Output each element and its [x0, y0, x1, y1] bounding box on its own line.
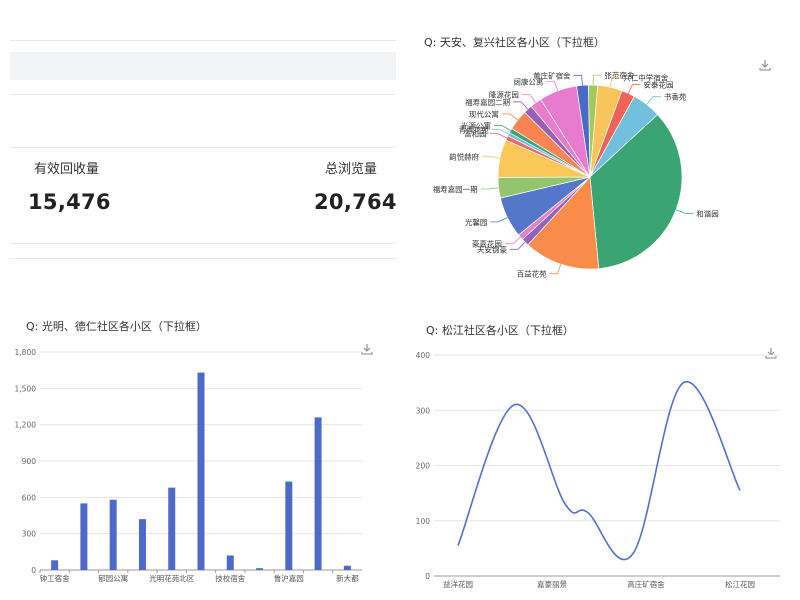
stat-label-views: 总浏览量	[325, 162, 378, 177]
bar	[168, 487, 176, 570]
pie-chart-panel: Q: 天安、复兴社区各小区（下拉框） 张范宿舍 兴仁中学宿舍 安泰花园书香苑和谐园百…	[400, 0, 800, 300]
stat-value-views: 20,764	[314, 190, 397, 214]
bar	[109, 499, 117, 570]
pie-label-line	[482, 155, 500, 159]
x-tick-label: 高庄矿宿舍	[627, 579, 665, 589]
x-tick-label: 鲁沪嘉园	[274, 573, 304, 583]
pie-label-line	[546, 81, 559, 91]
pie-label-line	[480, 187, 499, 190]
pie-slice-label: 福寿嘉园一期	[433, 184, 478, 194]
y-tick-label: 300	[416, 406, 431, 415]
pie-label-line	[627, 83, 641, 94]
stats-panel: 有效回收量 总浏览量 15,476 20,764	[0, 0, 400, 300]
y-tick-label: 0	[31, 566, 36, 575]
pie-slice-label: 隆源花园	[489, 90, 519, 100]
y-tick-label: 900	[22, 457, 37, 466]
bar	[256, 568, 264, 570]
bar-chart-title: Q: 光明、德仁社区各小区（下拉框）	[26, 320, 207, 333]
pie-slice-label: 张范宿舍	[604, 70, 634, 80]
pie-chart-title: Q: 天安、复兴社区各小区（下拉框）	[424, 36, 605, 49]
bar	[285, 481, 293, 570]
pie-label-line	[504, 236, 521, 245]
pie-label-line	[501, 113, 519, 121]
pie-slice-label: 现代公寓	[469, 109, 499, 119]
pie-slice-label: 黄庄矿宿舍	[533, 70, 571, 80]
line-chart-panel: Q: 松江社区各小区（下拉框） 0 100 200 300 400 益洋花园 嘉豪丽景 高庄矿…	[400, 300, 800, 600]
pie-slice-label: 安泰花园	[644, 79, 674, 89]
x-tick-label: 嘉豪丽景	[537, 579, 567, 589]
stat-label-responses: 有效回收量	[34, 162, 100, 177]
x-tick-label: 技校宿舍	[215, 573, 245, 583]
divider	[10, 258, 396, 259]
pie-label-line	[513, 101, 529, 110]
y-tick-label: 200	[416, 462, 431, 471]
bar	[314, 417, 322, 570]
divider	[10, 243, 396, 244]
pie-slice-label: 光源公寓	[461, 121, 491, 131]
pie-label-line	[675, 209, 694, 214]
pie-label-line	[510, 241, 526, 250]
bar	[197, 372, 205, 570]
pie-slice-label: 阔康公寓	[513, 76, 543, 86]
y-tick-label: 600	[22, 493, 37, 502]
pie-label-line	[494, 125, 511, 131]
bar-chart: 0 300 600 900 1,200 1,500 1,800 钟工宿舍 郁园公寓 光明花苑北区 技…	[15, 348, 362, 583]
pie-label-line	[491, 129, 509, 135]
y-tick-label: 1,800	[15, 348, 37, 357]
line-chart-title: Q: 松江社区各小区（下拉框）	[426, 324, 574, 337]
download-icon[interactable]	[758, 58, 772, 72]
x-tick-label: 钟工宿舍	[40, 573, 70, 583]
y-tick-label: 1,500	[15, 384, 37, 393]
pie-slice-label: 福寿嘉园二期	[465, 97, 510, 107]
bar	[80, 503, 88, 570]
pie-slice-label: 和谐园	[696, 208, 719, 218]
pie-label-line	[521, 94, 537, 103]
pie-slice-label: 豪嘉花园	[472, 239, 502, 249]
pie-slice	[576, 84, 591, 178]
divider	[10, 40, 396, 41]
pie-label-line	[609, 77, 621, 88]
x-tick-label: 新大都	[336, 573, 359, 583]
x-tick-label: 郁园公寓	[98, 573, 128, 583]
pie-label-line	[490, 217, 508, 223]
y-tick-label: 400	[416, 351, 431, 360]
divider	[10, 147, 396, 148]
pie-slice-label: 兴仁中学宿舍	[623, 73, 668, 83]
bar	[226, 555, 234, 570]
line-chart: 0 100 200 300 400 益洋花园 嘉豪丽景 高庄矿宿舍 松江花园	[416, 351, 780, 589]
bar-chart-panel: Q: 光明、德仁社区各小区（下拉框） 0 300 600 900 1,200 1,500 1…	[0, 300, 400, 600]
pie-label-line	[592, 74, 602, 86]
bar	[138, 519, 146, 570]
bar	[343, 565, 351, 570]
x-tick-label: 光明花苑北区	[149, 573, 194, 583]
pie-slice-label: 韵悦赫府	[449, 151, 479, 161]
y-tick-label: 300	[22, 530, 37, 539]
stat-value-responses: 15,476	[28, 190, 111, 214]
pie-slice-label: 百益花苑	[517, 269, 547, 279]
pie-label-line	[646, 96, 661, 105]
header-band	[10, 52, 396, 80]
x-tick-label: 益洋花园	[443, 579, 473, 589]
x-tick-label: 松江花园	[725, 579, 755, 589]
bar	[51, 560, 59, 570]
download-icon[interactable]	[360, 342, 374, 356]
pie-slice-label: 光馨园	[465, 217, 488, 227]
pie-label-line	[489, 133, 507, 139]
pie-slice-label: 富和园	[464, 129, 487, 139]
pie-slice-label: 书香苑	[664, 92, 687, 102]
y-tick-label: 100	[416, 517, 431, 526]
pie-slice-label: 天安锦豪	[477, 244, 507, 254]
line-series	[457, 381, 741, 561]
divider	[10, 94, 396, 95]
pie-label-line	[573, 74, 583, 86]
y-tick-label: 1,200	[15, 421, 37, 430]
pie-label-line	[549, 264, 562, 275]
y-tick-label: 0	[425, 572, 430, 581]
pie-slice-label: 青青花苑	[459, 125, 489, 135]
